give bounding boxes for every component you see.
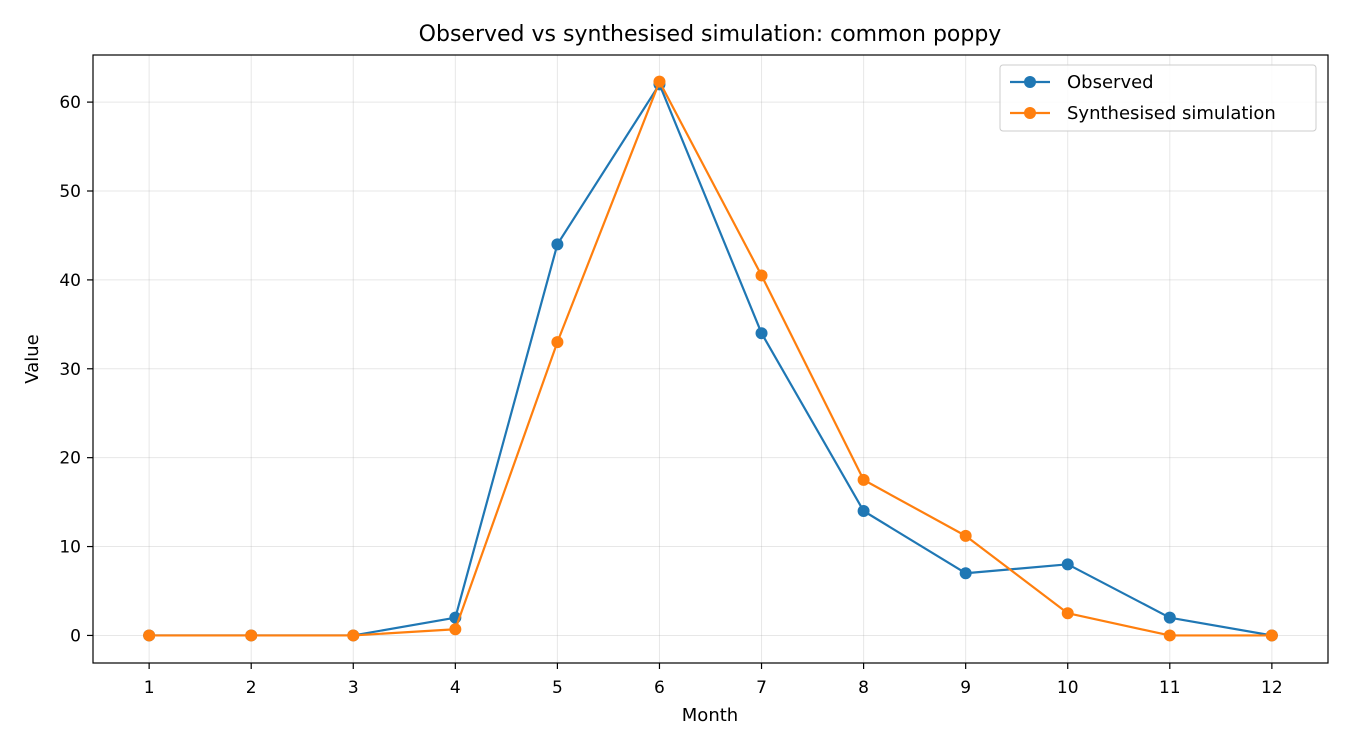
series-synthesised-simulation xyxy=(143,75,1278,642)
chart-title: Observed vs synthesised simulation: comm… xyxy=(419,22,1002,47)
data-point-observed xyxy=(755,327,768,340)
y-tick-label: 20 xyxy=(59,449,81,469)
x-tick-label: 1 xyxy=(144,678,155,698)
data-point-observed xyxy=(959,567,972,580)
y-tick-label: 30 xyxy=(59,360,81,380)
data-point-observed xyxy=(1061,558,1074,571)
x-tick-label: 6 xyxy=(654,678,665,698)
data-point-synthesised-simulation xyxy=(245,629,258,642)
data-point-synthesised-simulation xyxy=(449,623,462,636)
legend-box xyxy=(999,64,1317,132)
data-point-synthesised-simulation xyxy=(755,269,768,282)
x-tick-label: 10 xyxy=(1057,678,1079,698)
data-point-observed xyxy=(857,505,870,517)
data-point-synthesised-simulation xyxy=(1163,629,1176,642)
series-line-synthesised-simulation xyxy=(149,80,1272,637)
x-axis: 1 2 3 4 5 6 7 8 9 10 11 12 xyxy=(144,663,1283,698)
data-point-synthesised-simulation xyxy=(653,75,666,88)
x-tick-label: 8 xyxy=(858,678,869,698)
data-point-observed xyxy=(551,238,564,251)
x-tick-label: 2 xyxy=(246,678,257,698)
x-tick-label: 3 xyxy=(348,678,359,698)
legend-label: Synthesised simulation xyxy=(1067,103,1276,124)
x-tick-label: 11 xyxy=(1159,678,1181,698)
legend-label: Observed xyxy=(1067,72,1154,93)
plot-frame xyxy=(92,54,1329,664)
x-tick-label: 12 xyxy=(1261,678,1283,698)
data-point-synthesised-simulation xyxy=(857,473,870,486)
y-tick-label: 40 xyxy=(59,271,81,291)
x-tick-label: 9 xyxy=(960,678,971,698)
x-axis-title: Month xyxy=(682,705,738,726)
y-tick-label: 60 xyxy=(59,93,81,113)
data-point-synthesised-simulation xyxy=(1061,607,1074,620)
series-layer xyxy=(143,75,1278,642)
y-tick-label: 50 xyxy=(59,182,81,202)
legend-swatch-marker xyxy=(1024,107,1036,119)
legend-swatch-marker xyxy=(1024,76,1036,88)
data-point-synthesised-simulation xyxy=(1265,629,1278,642)
y-axis-title: Value xyxy=(22,334,43,383)
data-point-synthesised-simulation xyxy=(143,629,156,642)
x-tick-label: 5 xyxy=(552,678,563,698)
y-tick-label: 10 xyxy=(59,538,81,558)
y-tick-label: 0 xyxy=(70,626,81,646)
x-tick-label: 7 xyxy=(756,678,767,698)
x-tick-label: 4 xyxy=(450,678,461,698)
data-point-synthesised-simulation xyxy=(551,336,564,349)
legend: Observed Synthesised simulation xyxy=(999,64,1317,132)
data-point-synthesised-simulation xyxy=(347,629,360,642)
data-point-observed xyxy=(1163,611,1176,624)
y-axis: 0 10 20 30 40 50 60 xyxy=(59,93,93,646)
data-point-synthesised-simulation xyxy=(959,529,972,542)
